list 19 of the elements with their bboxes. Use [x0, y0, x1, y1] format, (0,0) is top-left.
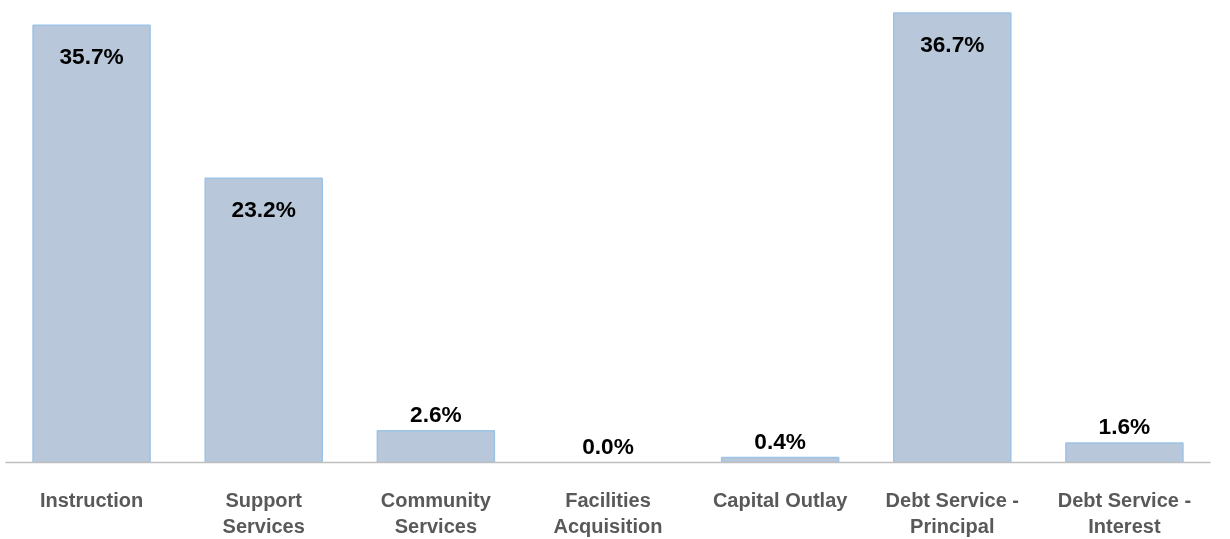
x-tick-label: Facilities Acquisition — [553, 488, 663, 537]
x-tick-label: Debt Service - Interest — [1057, 488, 1192, 537]
x-tick-label: Community Services — [380, 488, 492, 537]
bar — [32, 24, 151, 463]
bar — [204, 177, 323, 463]
x-tick-label: Capital Outlay — [712, 488, 849, 511]
data-label: 0.4% — [754, 427, 806, 454]
data-label: 2.6% — [410, 400, 462, 427]
x-tick-label: Support Services — [222, 488, 305, 537]
bar — [1065, 442, 1184, 463]
data-label: 0.0% — [582, 432, 634, 459]
data-label: 36.7% — [920, 31, 985, 57]
data-label: 35.7% — [59, 43, 124, 70]
bar — [893, 12, 1012, 463]
x-tick-label: Instruction — [39, 488, 144, 511]
data-label: 23.2% — [231, 196, 296, 223]
x-tick-label: Debt Service - Principal — [885, 488, 1019, 537]
bar — [376, 429, 496, 463]
data-label: 1.6% — [1098, 412, 1151, 439]
